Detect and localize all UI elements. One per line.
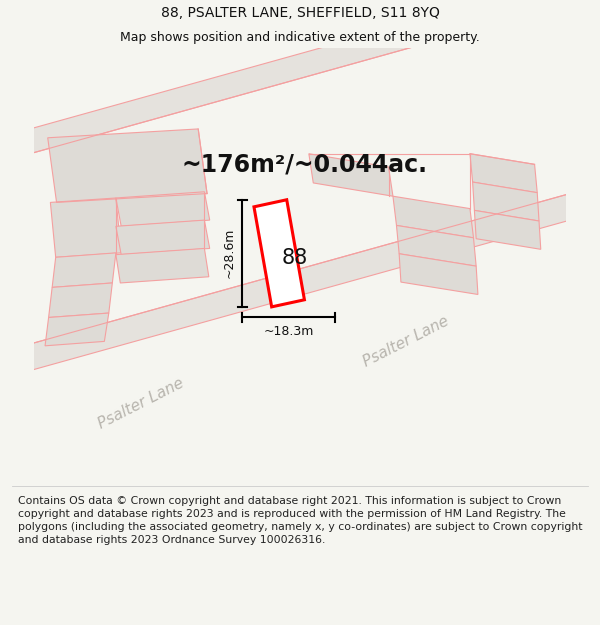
Polygon shape bbox=[30, 194, 570, 371]
Polygon shape bbox=[52, 253, 116, 288]
Polygon shape bbox=[399, 254, 478, 294]
Polygon shape bbox=[49, 283, 112, 318]
Text: ~176m²/~0.044ac.: ~176m²/~0.044ac. bbox=[181, 152, 427, 176]
Polygon shape bbox=[116, 192, 210, 226]
Polygon shape bbox=[397, 226, 476, 266]
Polygon shape bbox=[470, 154, 537, 192]
Polygon shape bbox=[116, 249, 209, 283]
Text: ~28.6m: ~28.6m bbox=[223, 228, 235, 279]
Text: Contains OS data © Crown copyright and database right 2021. This information is : Contains OS data © Crown copyright and d… bbox=[18, 496, 583, 545]
Polygon shape bbox=[473, 182, 539, 221]
Polygon shape bbox=[393, 196, 473, 238]
Text: ~18.3m: ~18.3m bbox=[264, 324, 314, 338]
Polygon shape bbox=[30, 0, 570, 154]
Text: 88: 88 bbox=[282, 248, 308, 268]
Polygon shape bbox=[45, 313, 109, 346]
Polygon shape bbox=[309, 154, 393, 196]
Polygon shape bbox=[50, 198, 121, 258]
Polygon shape bbox=[254, 200, 304, 307]
Polygon shape bbox=[48, 129, 207, 202]
Text: 88, PSALTER LANE, SHEFFIELD, S11 8YQ: 88, PSALTER LANE, SHEFFIELD, S11 8YQ bbox=[161, 6, 439, 20]
Text: Psalter Lane: Psalter Lane bbox=[361, 313, 452, 369]
Text: Map shows position and indicative extent of the property.: Map shows position and indicative extent… bbox=[120, 31, 480, 44]
Text: Psalter Lane: Psalter Lane bbox=[95, 375, 186, 431]
Polygon shape bbox=[116, 220, 210, 254]
Polygon shape bbox=[475, 211, 541, 249]
